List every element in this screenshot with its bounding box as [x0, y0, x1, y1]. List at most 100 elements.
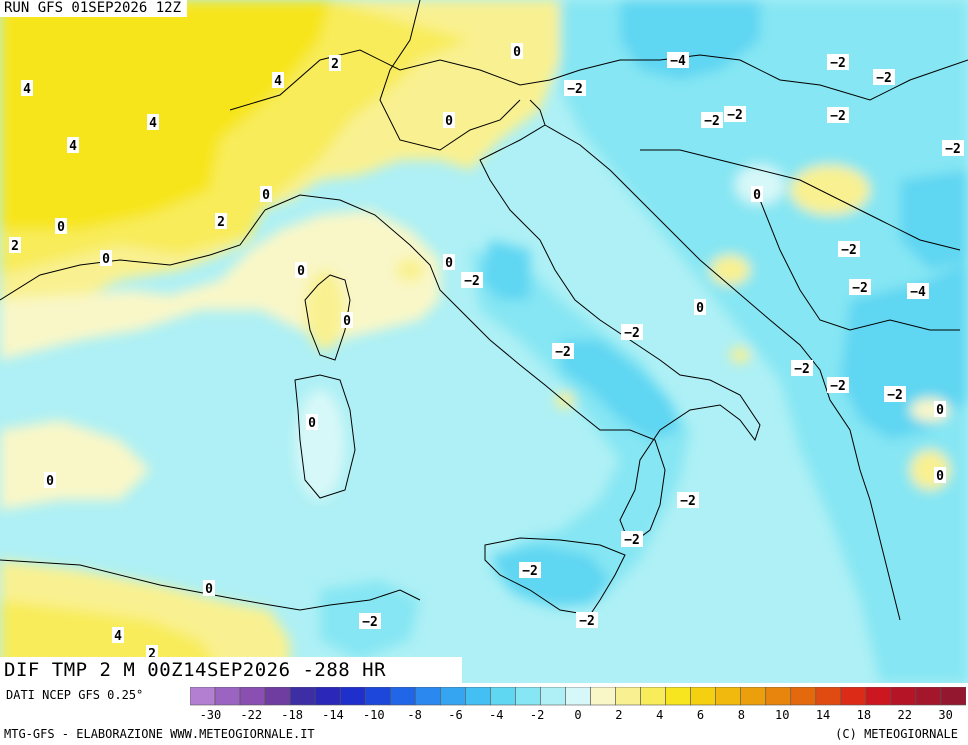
warm-zone-core — [0, 0, 330, 230]
legend-swatch — [465, 687, 491, 706]
contour-label-bg — [329, 55, 341, 71]
contour-label-bg — [934, 401, 946, 417]
contour-label: −2 — [464, 274, 480, 289]
contour-label: −2 — [579, 614, 595, 629]
legend-tick-label: 4 — [656, 708, 663, 722]
contour-label-bg — [306, 414, 318, 430]
contour-label: 0 — [205, 582, 213, 597]
map-title: DIF TMP 2 M 00Z14SEP2026 -288 HR — [0, 657, 462, 683]
contour-label-bg — [564, 80, 586, 96]
contour-label: −2 — [887, 388, 903, 403]
contour-label: −2 — [680, 494, 696, 509]
contour-label: −2 — [830, 56, 846, 71]
contour-label: 4 — [23, 82, 31, 97]
contour-label-bg — [519, 562, 541, 578]
contour-label: 0 — [445, 114, 453, 129]
contour-label-bg — [272, 72, 284, 88]
temperature-anomaly-map: 4 4 4 4 2 2 2 0 0 0 0 0 0 0 0 0 0 0 0 0 0 0 −4 −2 −2 −2 −2 −2 −2 −2 −2… — [0, 0, 968, 683]
contour-label: 4 — [114, 629, 122, 644]
contour-label-bg — [934, 467, 946, 483]
cool-zone-balkans — [560, 0, 968, 683]
legend-swatch — [690, 687, 716, 706]
strong-cool-zone-calabria — [560, 340, 680, 440]
color-scale-legend: -30 -22 -18 -14 -10 -8 -6 -4 -2 0 2 4 6 8 10 14 18 22 30 — [190, 687, 966, 722]
contour-label: 0 — [936, 469, 944, 484]
contour-label: 0 — [297, 264, 305, 279]
legend-tick-label: 2 — [615, 708, 622, 722]
legend-swatch — [640, 687, 666, 706]
contour-label-bg — [341, 312, 353, 328]
contour-label-bg — [576, 612, 598, 628]
contour-label: −2 — [852, 281, 868, 296]
contour-label-bg — [55, 218, 67, 234]
contour-label-bg — [443, 254, 455, 270]
legend-tick-label: 22 — [898, 708, 912, 722]
contour-label: 0 — [753, 188, 761, 203]
contour-label: −2 — [727, 108, 743, 123]
legend-swatch — [865, 687, 892, 706]
legend-swatch — [840, 687, 867, 706]
strong-cool-zone-east — [900, 170, 968, 270]
contour-label-bg — [359, 613, 381, 629]
run-header: RUN GFS 01SEP2026 12Z — [0, 0, 188, 17]
contour-label-bg — [461, 272, 483, 288]
contour-label-bg — [827, 107, 849, 123]
legend-swatch — [790, 687, 817, 706]
corsica-warm — [305, 270, 345, 350]
coastlines — [0, 0, 968, 621]
contour-label-bg — [838, 241, 860, 257]
legend-swatch — [190, 687, 216, 706]
legend-tick-label: -14 — [322, 708, 344, 722]
legend-swatch — [239, 687, 266, 706]
contour-label: −4 — [670, 54, 686, 69]
legend-swatch — [515, 687, 541, 706]
contour-label: 2 — [217, 215, 225, 230]
legend-swatch — [414, 687, 441, 706]
legend-swatch — [264, 687, 291, 706]
contour-label-bg — [260, 186, 272, 202]
contour-label: 0 — [308, 416, 316, 431]
contour-label-bg — [724, 106, 746, 122]
legend-tick-label: -8 — [407, 708, 421, 722]
contour-label: 0 — [46, 474, 54, 489]
strong-cool-zone-greece — [840, 260, 968, 440]
contour-label-bg — [827, 54, 849, 70]
contour-label-bg — [203, 580, 215, 596]
legend-tick-label: -10 — [363, 708, 385, 722]
cool-zone-central-italy — [480, 240, 530, 300]
contour-label: 2 — [11, 239, 19, 254]
contour-label-bg — [827, 377, 849, 393]
copyright-credit: (C) METEOGIORNALE — [835, 727, 958, 741]
legend-tick-label: -4 — [489, 708, 503, 722]
contour-label: 0 — [102, 252, 110, 267]
contour-label: 0 — [513, 45, 521, 60]
contour-label-bg — [295, 262, 307, 278]
contour-label: −2 — [841, 243, 857, 258]
legend-tick-label: 0 — [574, 708, 581, 722]
contour-label: 4 — [69, 139, 77, 154]
warm-patch-croatia — [735, 165, 785, 205]
contour-label-bg — [9, 237, 21, 253]
contour-label: 0 — [696, 301, 704, 316]
contour-label-bg — [511, 43, 523, 59]
legend-swatch — [364, 687, 391, 706]
legend-swatch — [915, 687, 942, 706]
elaboration-credit: MTG-GFS - ELABORAZIONE WWW.METEOGIORNALE… — [4, 727, 315, 741]
legend-swatch — [590, 687, 616, 706]
contour-label: 4 — [149, 116, 157, 131]
contour-label: −2 — [555, 345, 571, 360]
legend-swatch — [565, 687, 591, 706]
contour-label: −2 — [830, 109, 846, 124]
legend-tick-label: 30 — [938, 708, 952, 722]
legend-tick-label: -2 — [530, 708, 544, 722]
warm-patch-tuscany — [395, 258, 425, 282]
contour-label: 0 — [445, 256, 453, 271]
legend-swatch — [289, 687, 316, 706]
contour-label: 0 — [343, 314, 351, 329]
legend-swatch — [440, 687, 466, 706]
contour-label-bg — [100, 250, 112, 266]
contour-label: −2 — [362, 615, 378, 630]
legend-tick-label: -30 — [200, 708, 222, 722]
warm-patch-calabria — [730, 347, 750, 363]
contour-label-bg — [907, 283, 929, 299]
